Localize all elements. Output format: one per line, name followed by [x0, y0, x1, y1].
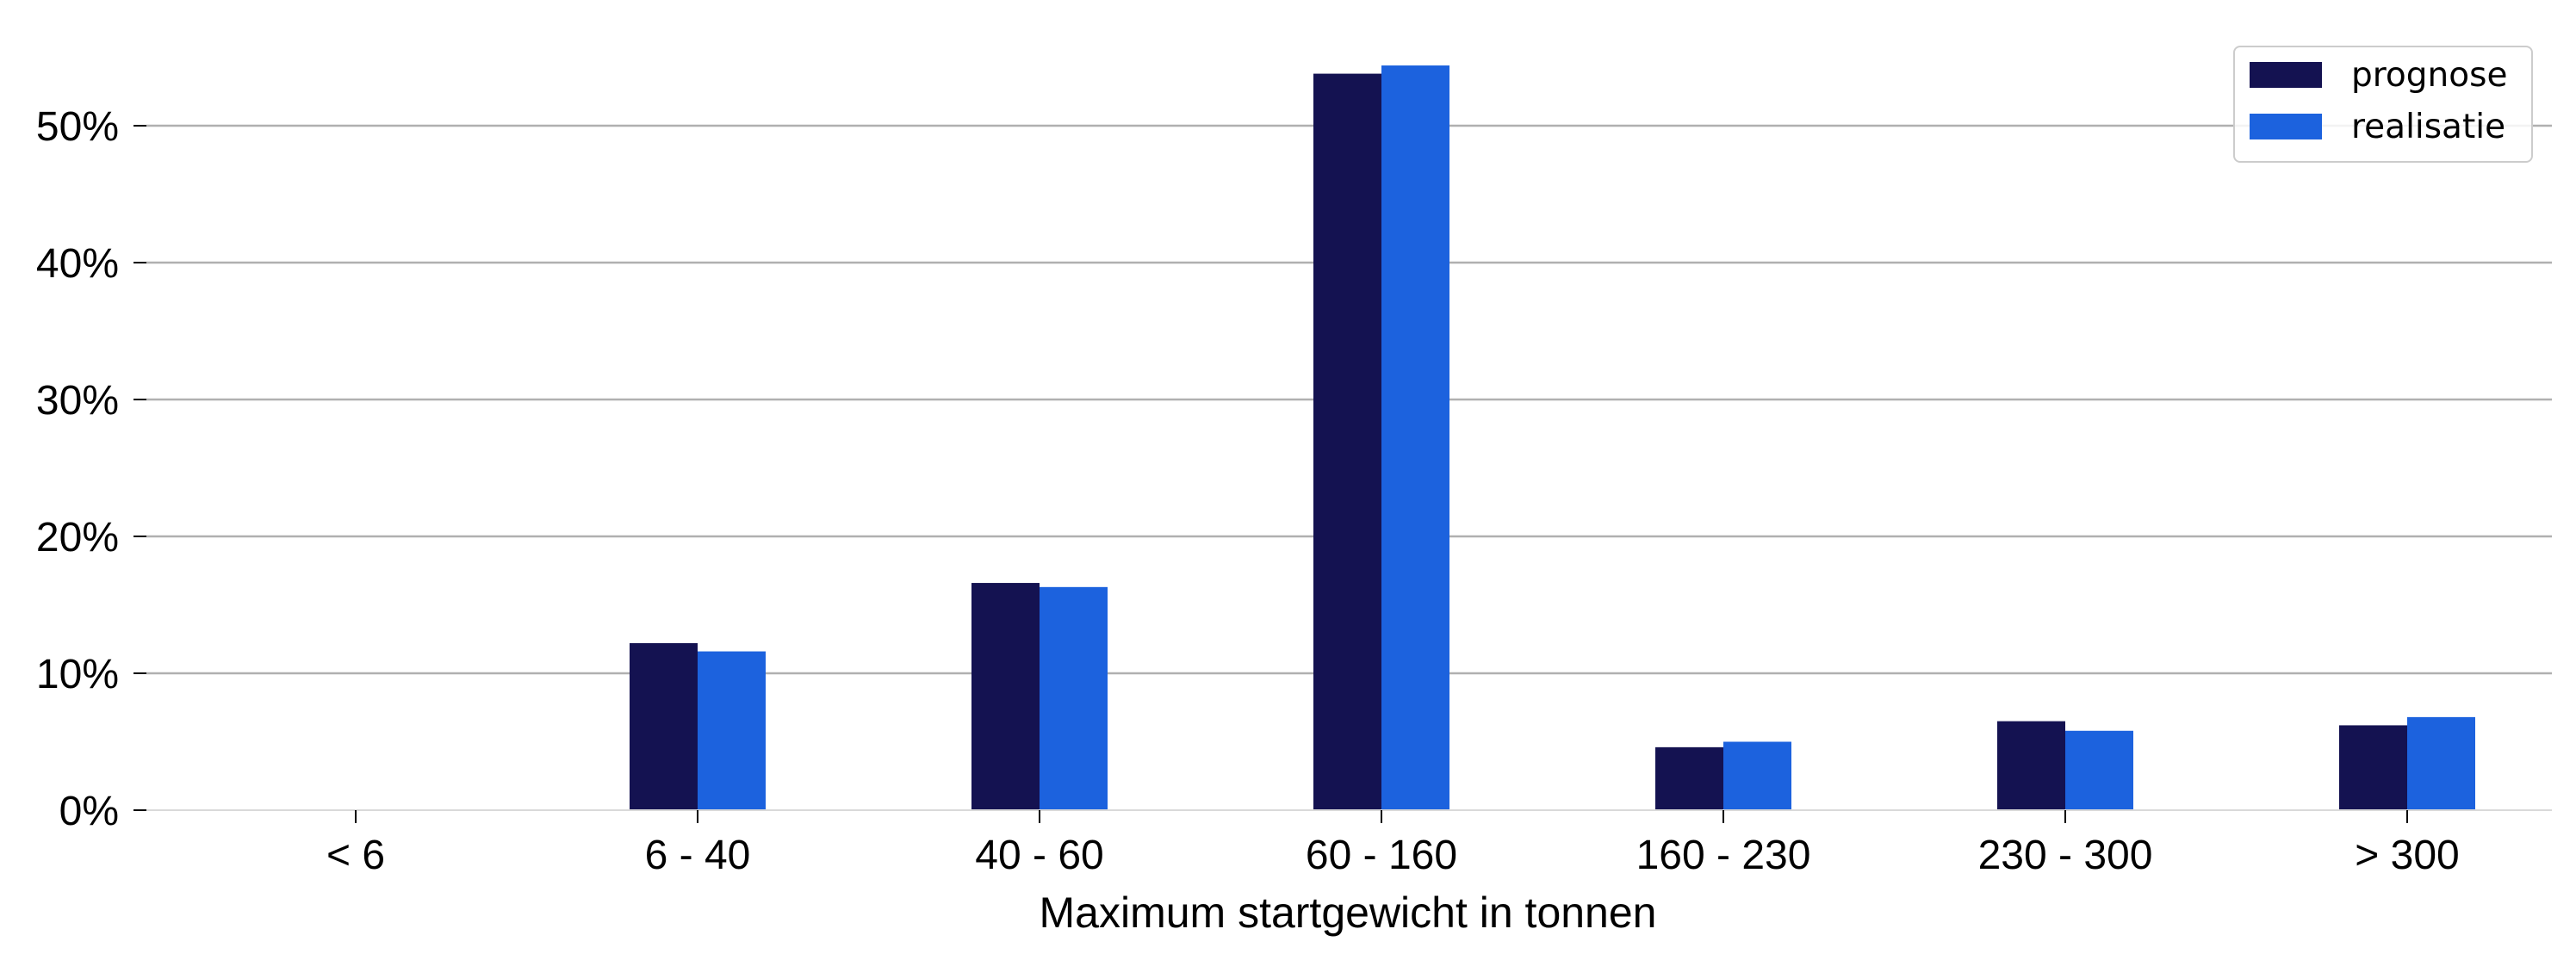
bar-prognose — [2339, 725, 2407, 810]
bar-realisatie — [1040, 586, 1108, 810]
axes: 0% 10% 20% 30% 40% 50% < 6 6 - 40 40 - 60 60 - 16… — [36, 104, 2552, 878]
bar-realisatie — [2407, 716, 2475, 810]
x-tick-label: < 6 — [326, 833, 385, 878]
x-tick-label: > 300 — [2355, 833, 2459, 878]
bar-prognose — [630, 643, 698, 810]
legend: prognose realisatie — [2233, 46, 2533, 163]
bar-prognose — [971, 583, 1040, 810]
x-tick-label: 160 - 230 — [1636, 833, 1811, 878]
y-tick-label: 50% — [36, 104, 119, 150]
y-tick-label: 0% — [59, 789, 119, 834]
bar-prognose — [1313, 73, 1381, 810]
legend-swatch-prognose — [2250, 62, 2322, 88]
x-tick-label: 40 - 60 — [975, 833, 1103, 878]
legend-label-prognose: prognose — [2351, 56, 2507, 95]
y-tick-label: 40% — [36, 241, 119, 287]
legend-label-realisatie: realisatie — [2351, 108, 2505, 146]
bars — [630, 65, 2475, 811]
bar-realisatie — [1723, 741, 1791, 810]
x-tick-label: 6 - 40 — [645, 833, 751, 878]
bar-prognose — [1655, 746, 1723, 810]
bar-realisatie — [698, 651, 766, 810]
y-tick-label: 20% — [36, 515, 119, 561]
bar-prognose — [1997, 721, 2065, 810]
y-tick-label: 30% — [36, 378, 119, 424]
bar-realisatie — [2065, 730, 2133, 810]
y-tick-label: 10% — [36, 652, 119, 697]
legend-swatch-realisatie — [2250, 114, 2322, 139]
x-tick-label: 230 - 300 — [1978, 833, 2153, 878]
bar-realisatie — [1381, 65, 1449, 811]
x-axis-title: Maximum startgewicht in tonnen — [1040, 889, 1657, 937]
x-tick-label: 60 - 160 — [1306, 833, 1457, 878]
